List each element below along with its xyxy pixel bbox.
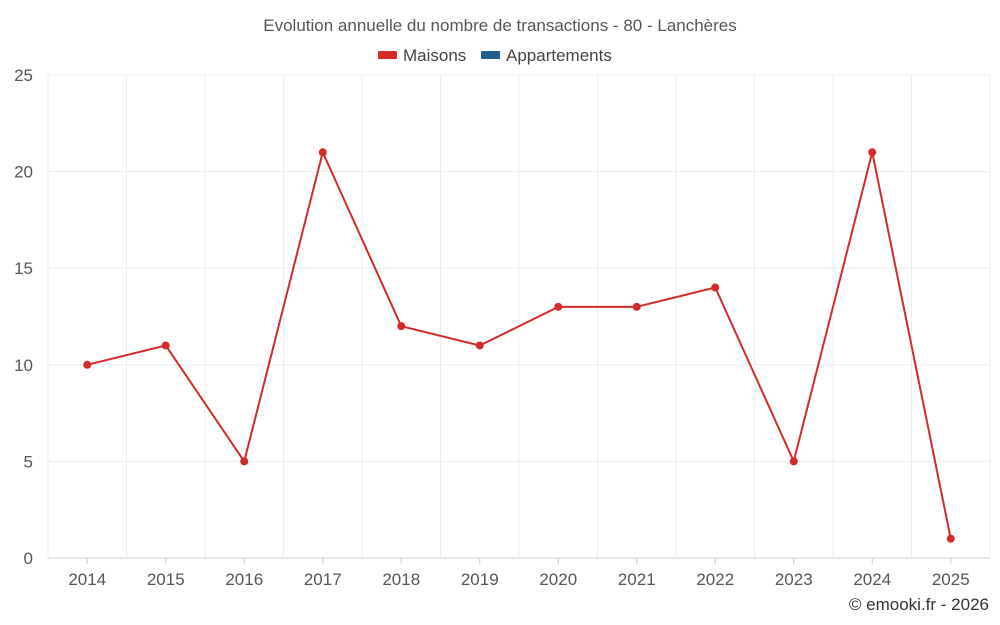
data-point[interactable] [868,148,877,157]
x-tick-label: 2021 [618,570,656,589]
x-axis: 2014 2015 2016 2017 2018 2019 2020 2021 2022 2023… [48,557,990,589]
legend-item-maisons[interactable]: Maisons [378,46,466,65]
data-point[interactable] [554,302,563,311]
y-tick-label: 5 [24,452,33,471]
x-tick-label: 2015 [147,570,185,589]
data-point[interactable] [240,457,249,466]
data-point[interactable] [397,322,406,331]
x-tick-label: 2016 [225,570,263,589]
data-point[interactable] [318,148,327,157]
data-point[interactable] [475,341,484,350]
series-line [87,151,952,539]
x-tick-label: 2018 [382,570,420,589]
data-point[interactable] [161,341,170,350]
legend-item-appartements[interactable]: Appartements [481,46,612,65]
y-tick-label: 15 [14,259,33,278]
x-tick-label: 2019 [461,570,499,589]
data-point[interactable] [632,302,641,311]
legend-label-appartements: Appartements [506,46,612,65]
data-point[interactable] [789,457,798,466]
chart-title: Evolution annuelle du nombre de transact… [263,16,736,35]
x-tick-label: 2024 [853,570,891,589]
x-tick-label: 2023 [775,570,813,589]
x-tick-label: 2020 [539,570,577,589]
legend: Maisons Appartements [378,46,612,65]
y-tick-label: 10 [14,356,33,375]
grid [47,74,991,558]
legend-swatch-appartements [481,51,500,59]
credit-text: © emooki.fr - 2026 [849,595,989,614]
y-tick-label: 0 [24,549,33,568]
x-tick-label: 2014 [68,570,106,589]
x-tick-label: 2025 [932,570,970,589]
y-tick-label: 25 [14,66,33,85]
series-maisons [83,148,955,543]
data-point[interactable] [946,534,955,543]
y-axis: 0 5 10 15 20 25 [14,66,33,568]
legend-label-maisons: Maisons [403,46,466,65]
data-point[interactable] [83,360,92,369]
x-tick-label: 2022 [696,570,734,589]
y-tick-label: 20 [14,163,33,182]
x-tick-label: 2017 [304,570,342,589]
legend-swatch-maisons [378,51,397,59]
data-point[interactable] [711,283,720,292]
